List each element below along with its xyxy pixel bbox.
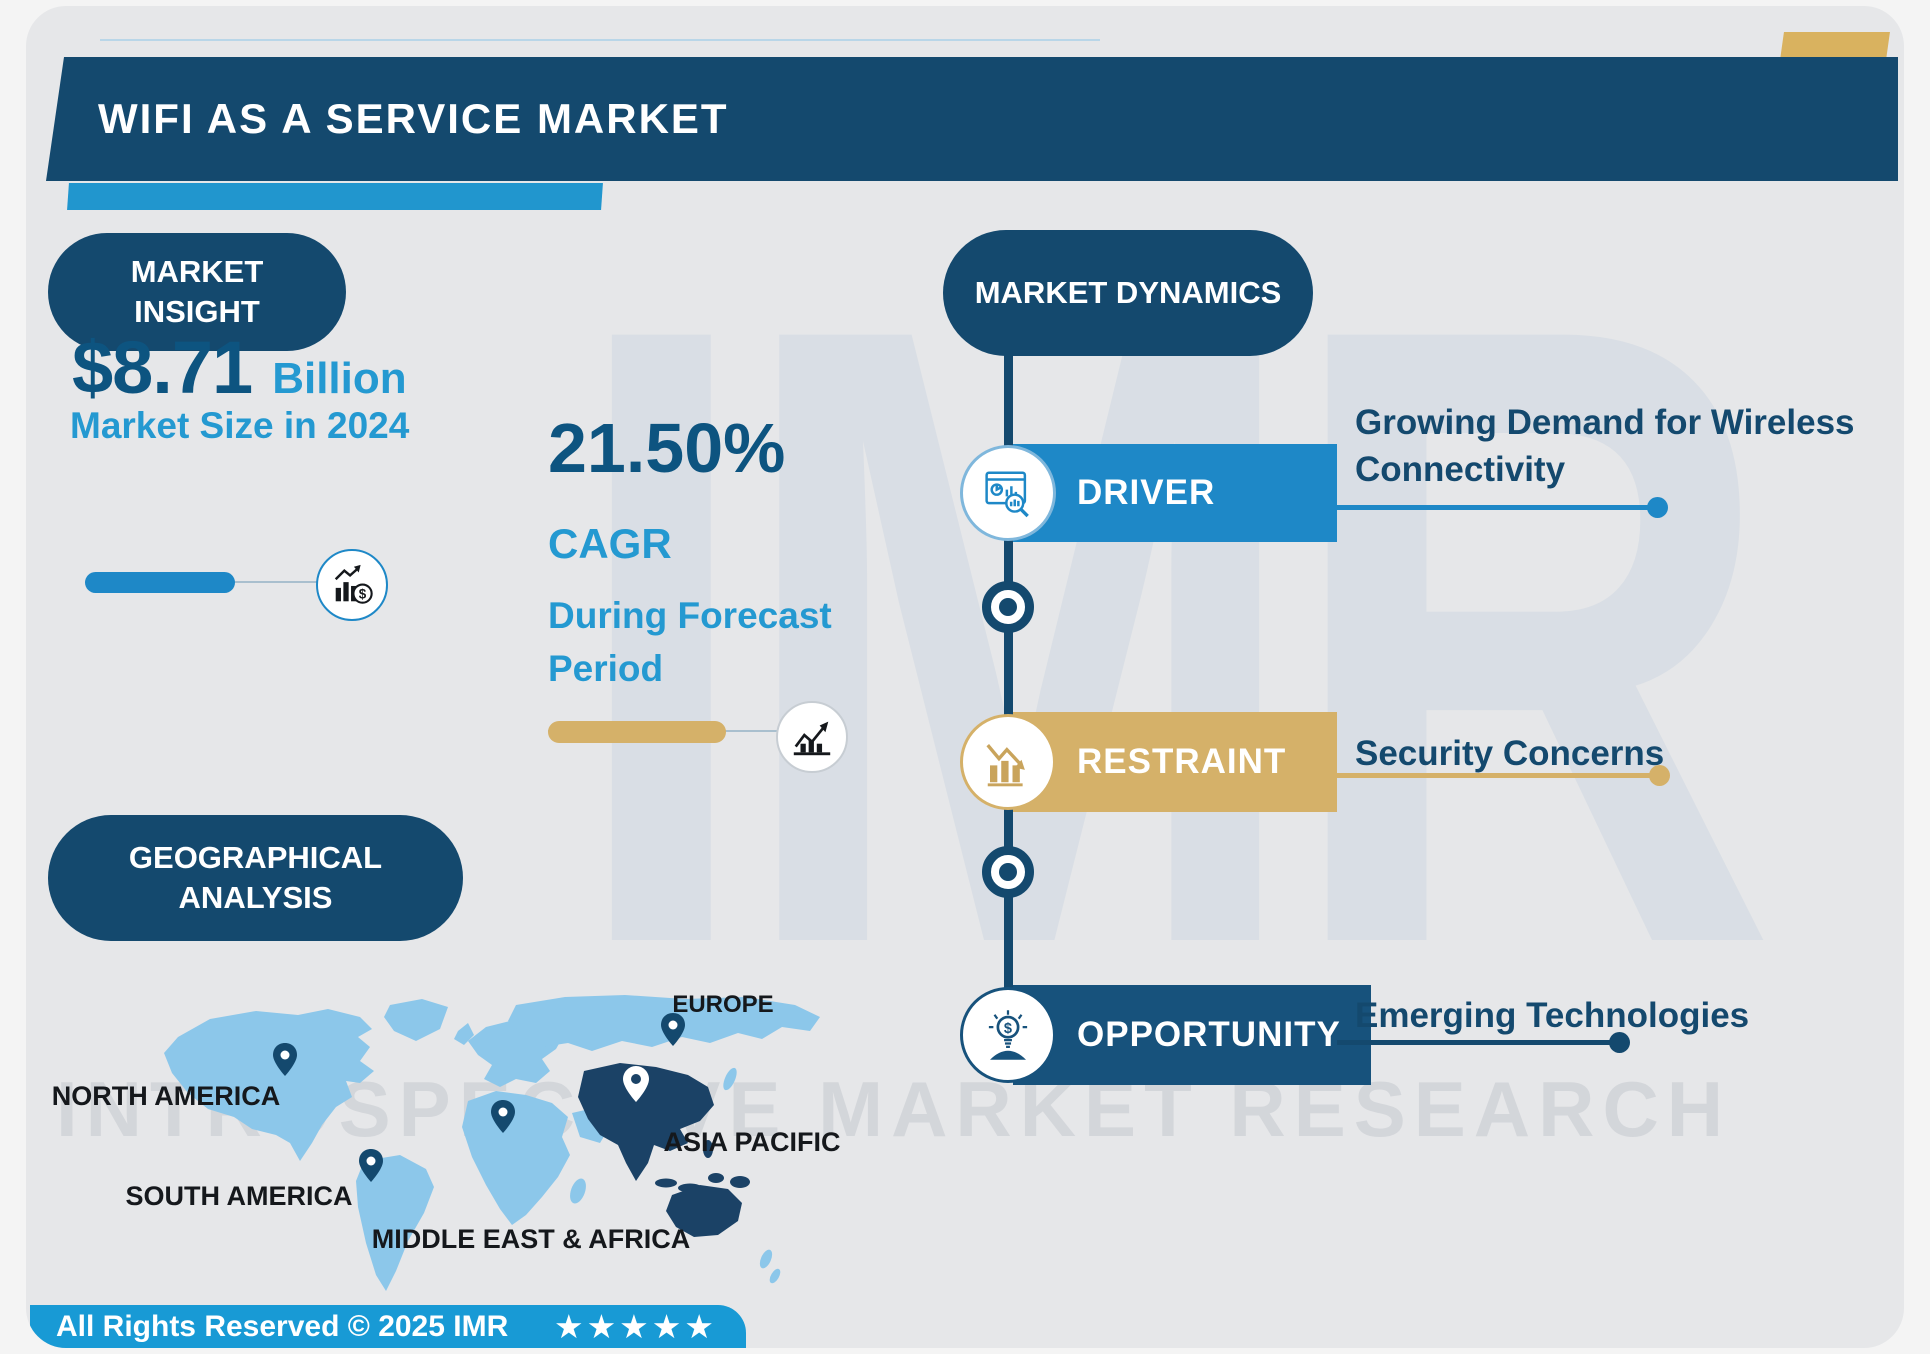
market-size-value: $8.71 (72, 326, 253, 409)
infographic-card: IMR INTROSPECTIVE MARKET RESEARCH WIFI A… (26, 6, 1904, 1348)
map-uk (454, 1023, 474, 1045)
header-accent-bar (67, 183, 603, 210)
map-label-europe: EUROPE (672, 991, 774, 1018)
money-bars-chart-icon: $ (334, 564, 373, 604)
cagr-label: CAGR (548, 520, 672, 567)
page-title: WIFI AS A SERVICE MARKET (98, 95, 729, 142)
timeline-node-2 (982, 846, 1034, 898)
restraint-connector-line (1337, 765, 1670, 786)
map-new-zealand-south (769, 1268, 781, 1284)
map-asia-dark (578, 1063, 714, 1181)
lightbulb-dollar-icon: $ (988, 1010, 1028, 1060)
timeline-node-dot (999, 863, 1017, 881)
geographical-analysis-pill-label: GEOGRAPHICAL ANALYSIS (128, 840, 383, 915)
map-madagascar (570, 1178, 586, 1204)
market-size-progress-fill (85, 572, 235, 593)
cagr-value: 21.50% (548, 409, 786, 487)
map-new-zealand (759, 1249, 773, 1269)
top-divider-line (100, 39, 1100, 41)
map-pins (273, 1013, 685, 1182)
opportunity-idea-icon: $ (960, 987, 1056, 1083)
opportunity-label: OPPORTUNITY (1077, 1015, 1341, 1054)
copyright-text: All Rights Reserved © 2025 IMR (56, 1309, 509, 1343)
market-insight-pill-label: MARKET INSIGHT (130, 254, 264, 329)
market-dynamics-pill: MARKET DYNAMICS (943, 230, 1313, 356)
market-size-value-row: $8.71 Billion (72, 325, 407, 410)
gold-accent-tab (1780, 32, 1890, 60)
declining-chart-icon (986, 744, 1025, 787)
opportunity-connector-dot (1609, 1032, 1630, 1053)
opportunity-connector-line (1337, 1032, 1630, 1053)
driver-bar: DRIVER (1013, 444, 1337, 542)
map-philippines (703, 1140, 713, 1158)
map-greenland (384, 999, 448, 1041)
map-label-south-america: SOUTH AMERICA (125, 1181, 353, 1211)
market-insight-pill: MARKET INSIGHT (48, 233, 346, 351)
dynamics-timeline (1004, 350, 1013, 1038)
header-bar: WIFI AS A SERVICE MARKET (46, 57, 1898, 181)
market-dynamics-pill-label: MARKET DYNAMICS (974, 275, 1282, 311)
map-africa (462, 1091, 570, 1225)
driver-text: Growing Demand for Wireless Connectivity (1355, 403, 1855, 489)
opportunity-text: Emerging Technologies (1355, 996, 1750, 1035)
market-size-unit: Billion (272, 354, 407, 403)
map-australia (666, 1185, 742, 1237)
map-north-america (164, 1009, 374, 1161)
map-borneo (708, 1173, 724, 1183)
geographical-analysis-pill: GEOGRAPHICAL ANALYSIS (48, 815, 463, 941)
opportunity-bar: OPPORTUNITY (1013, 985, 1371, 1085)
footer-bar: All Rights Reserved © 2025 IMR ★★★★★ (30, 1305, 746, 1348)
pin-europe (661, 1013, 685, 1046)
cagr-caption: During Forecast Period (548, 595, 832, 689)
pin-asia-pacific (623, 1066, 649, 1102)
svg-text:$: $ (1004, 1021, 1012, 1037)
timeline-node-dot (999, 598, 1017, 616)
rating-stars: ★★★★★ (554, 1308, 717, 1345)
money-growth-icon: $ (316, 549, 388, 621)
pin-south-america (359, 1149, 383, 1182)
world-map (164, 995, 820, 1291)
timeline-node-1 (982, 581, 1034, 633)
restraint-connector-dot (1649, 765, 1670, 786)
map-label-asia-pacific: ASIA PACIFIC (663, 1127, 841, 1157)
map-label-north-america: NORTH AMERICA (51, 1081, 281, 1111)
growth-chart-icon-circle (776, 701, 848, 773)
map-sumatra (655, 1178, 677, 1188)
restraint-text: Security Concerns (1355, 734, 1665, 773)
market-size-caption: Market Size in 2024 (70, 405, 410, 446)
restraint-decline-icon (960, 714, 1056, 810)
restraint-label: RESTRAINT (1077, 742, 1287, 781)
chart-magnifier-icon (985, 471, 1029, 518)
restraint-bar: RESTRAINT (1013, 712, 1337, 812)
cagr-progress-fill (548, 721, 726, 743)
driver-connector-line (1337, 497, 1668, 518)
map-label-middle-east-africa: MIDDLE EAST & AFRICA (371, 1224, 691, 1254)
svg-text:$: $ (359, 586, 367, 601)
driver-connector-dot (1647, 497, 1668, 518)
driver-analysis-icon (960, 445, 1056, 541)
driver-label: DRIVER (1077, 473, 1216, 512)
growth-chart-icon (793, 721, 831, 756)
pin-middle-east-africa (491, 1100, 515, 1133)
map-south-america (356, 1155, 434, 1291)
map-new-guinea (730, 1176, 750, 1188)
pin-north-america (273, 1043, 297, 1076)
map-japan (723, 1067, 737, 1091)
